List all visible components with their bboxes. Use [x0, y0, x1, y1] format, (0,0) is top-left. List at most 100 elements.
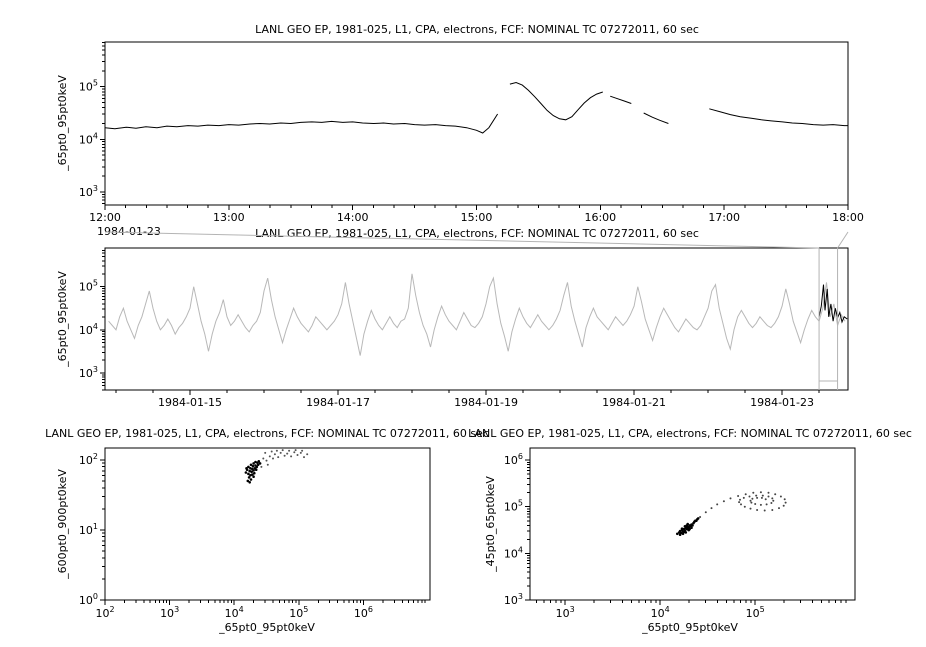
- data-point: [778, 507, 780, 510]
- data-point: [760, 496, 763, 499]
- data-point: [251, 473, 254, 476]
- data-point: [279, 451, 282, 454]
- y-tick-label: 104: [79, 131, 98, 146]
- panel-context-overview: LANL GEO EP, 1981-025, L1, CPA, electron…: [56, 227, 849, 409]
- y-tick-label: 101: [79, 522, 98, 537]
- axis-tick-labels: 103 104 105 12:00 13:00 14:00 15:00 16:00 17:00 1…: [79, 79, 864, 224]
- data-point: [260, 465, 263, 468]
- data-point: [774, 493, 777, 496]
- panel-context-y-axis-label: _65pt0_95pt0keV: [56, 271, 69, 368]
- data-point: [299, 451, 302, 454]
- y-tick-label: 100: [79, 592, 98, 607]
- data-point: [691, 524, 694, 527]
- data-point: [696, 517, 700, 520]
- data-point: [246, 479, 250, 483]
- data-point: [252, 475, 255, 479]
- data-point: [688, 527, 691, 531]
- data-point: [296, 454, 299, 456]
- data-point: [759, 491, 762, 494]
- data-point: [738, 501, 741, 504]
- data-point: [245, 467, 248, 470]
- panel-scatter-right-x-axis-label: _65pt0_95pt0keV: [641, 621, 738, 634]
- data-point: [756, 496, 759, 499]
- y-tick-label: 103: [79, 184, 98, 199]
- data-point: [740, 503, 742, 506]
- panel-scatter-left-plot-area[interactable]: 100 101 102 102 103 104 105 106: [79, 447, 431, 620]
- data-point: [288, 449, 291, 452]
- data-point: [252, 462, 255, 465]
- data-point: [290, 455, 293, 458]
- data-point: [255, 465, 259, 469]
- data-point: [782, 504, 785, 507]
- panel-top-plot-area[interactable]: 103 104 105 12:00 13:00 14:00 15:00 16:00 17:00 1…: [79, 41, 864, 224]
- data-point: [244, 471, 248, 474]
- data-point: [742, 496, 745, 499]
- x-tick-label: 103: [160, 605, 179, 620]
- context-selection-overlay[interactable]: [104, 231, 849, 390]
- x-tick-label: 103: [556, 605, 575, 620]
- panel-scatter-right-plot-area[interactable]: 103 104 105 106 103 104 105: [504, 447, 856, 620]
- data-point: [749, 507, 752, 510]
- scatter-dense-cluster: [244, 460, 262, 484]
- y-tick-label: 102: [79, 452, 98, 467]
- data-point: [682, 530, 686, 534]
- data-point: [248, 481, 251, 484]
- data-point: [783, 498, 786, 501]
- plot-frame: [104, 247, 849, 391]
- data-point: [767, 495, 770, 498]
- data-point: [254, 468, 258, 472]
- x-tick-label: 105: [289, 605, 308, 620]
- data-point: [301, 449, 304, 452]
- data-point: [748, 495, 751, 498]
- x-tick-label: 16:00: [584, 211, 616, 224]
- data-point: [784, 501, 787, 504]
- data-point: [250, 470, 253, 474]
- y-tick-label: 105: [504, 499, 523, 514]
- data-point: [759, 503, 762, 506]
- data-point: [751, 497, 754, 500]
- axis-tick-labels: 103 104 105 1984-01-15 1984-01-17 1984-01-19 1…: [79, 279, 814, 409]
- data-point: [249, 478, 253, 481]
- x-tick-label: 1984-01-17: [306, 396, 370, 409]
- data-point: [764, 498, 767, 501]
- y-tick-label: 103: [79, 365, 98, 380]
- x-tick-label: 1984-01-15: [158, 396, 222, 409]
- data-point: [680, 527, 684, 530]
- panel-scatter-left-title: LANL GEO EP, 1981-025, L1, CPA, electron…: [45, 427, 489, 440]
- axis-tick-labels: 100 101 102 102 103 104 105 106: [79, 452, 373, 620]
- x-tick-label: 17:00: [708, 211, 740, 224]
- data-point: [277, 456, 280, 459]
- data-point: [258, 462, 262, 465]
- scatter-dense-cluster: [676, 517, 700, 536]
- data-point: [744, 493, 747, 496]
- series-context-flux-65-95keV: [108, 273, 846, 356]
- data-point: [254, 460, 257, 464]
- panel-scatter-left-y-axis-label: _600pt0_900pt0keV: [56, 469, 69, 580]
- data-point: [729, 497, 732, 500]
- plot-frame: [104, 447, 431, 601]
- data-point: [306, 453, 309, 456]
- axis-ticks: [525, 459, 847, 605]
- x-tick-label: 104: [225, 605, 244, 620]
- scatter-loop-trail: [699, 491, 787, 518]
- connector-left: [104, 231, 820, 249]
- data-point: [754, 503, 757, 505]
- data-point: [294, 449, 297, 452]
- panel-context-plot-area[interactable]: 103 104 105 1984-01-15 1984-01-17 1984-01-19 1…: [79, 247, 849, 409]
- axis-tick-labels: 103 104 105 106 103 104 105: [504, 452, 765, 620]
- y-tick-label: 104: [504, 545, 523, 560]
- y-tick-label: 106: [504, 452, 523, 467]
- data-point: [281, 449, 284, 452]
- panel-top: LANL GEO EP, 1981-025, L1, CPA, electron…: [56, 23, 864, 238]
- data-point: [247, 472, 250, 476]
- data-point: [694, 519, 697, 522]
- panel-top-title: LANL GEO EP, 1981-025, L1, CPA, electron…: [255, 23, 699, 36]
- scatter-sparse-trail: [260, 449, 309, 468]
- panel-scatter-left: LANL GEO EP, 1981-025, L1, CPA, electron…: [45, 427, 489, 634]
- x-tick-label: 105: [746, 605, 765, 620]
- data-point: [772, 499, 775, 502]
- data-point: [761, 494, 764, 497]
- panel-top-y-axis-label: _65pt0_95pt0keV: [56, 75, 69, 172]
